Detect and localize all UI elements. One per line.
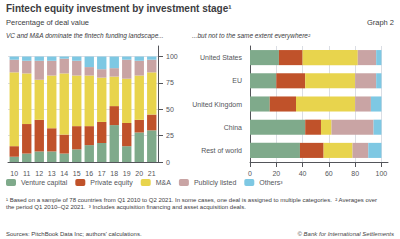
svg-text:18: 18 — [110, 170, 118, 177]
svg-text:12: 12 — [35, 170, 43, 177]
svg-text:0: 0 — [248, 170, 252, 177]
svg-text:Others³: Others³ — [259, 179, 283, 186]
svg-text:100: 100 — [376, 170, 388, 177]
svg-text:20: 20 — [272, 170, 280, 177]
svg-text:75: 75 — [166, 79, 174, 86]
svg-text:Percentage of deal value: Percentage of deal value — [6, 18, 89, 27]
svg-text:10: 10 — [10, 170, 18, 177]
svg-text:¹ Based on a sample of 78 coun: ¹ Based on a sample of 78 countries from… — [6, 197, 377, 203]
svg-text:25: 25 — [166, 132, 174, 139]
svg-text:© Bank for International Settl: © Bank for International Settlements — [298, 231, 394, 237]
svg-text:100: 100 — [166, 53, 178, 60]
svg-text:20: 20 — [135, 170, 143, 177]
svg-text:VC and M&A dominate the fintec: VC and M&A dominate the fintech funding … — [6, 32, 164, 40]
svg-text:Graph 2: Graph 2 — [367, 18, 394, 27]
svg-text:80: 80 — [351, 170, 359, 177]
svg-text:40: 40 — [299, 170, 307, 177]
svg-text:11: 11 — [23, 170, 30, 177]
svg-text:50: 50 — [166, 106, 174, 113]
svg-text:19: 19 — [123, 170, 131, 177]
svg-text:60: 60 — [325, 170, 333, 177]
svg-text:Private equity: Private equity — [90, 179, 133, 187]
svg-text:United Kingdom: United Kingdom — [192, 101, 242, 109]
svg-text:Sources: PitchBook Data Inc; a: Sources: PitchBook Data Inc; authors' ca… — [6, 231, 142, 237]
svg-text:15: 15 — [73, 170, 81, 177]
svg-text:the period Q1 2010–Q2 2021. ³: the period Q1 2010–Q2 2021. ³ Includes a… — [6, 204, 246, 210]
svg-text:0: 0 — [166, 159, 170, 166]
svg-text:21: 21 — [148, 170, 156, 177]
svg-text:14: 14 — [60, 170, 68, 177]
svg-text:...but not to the same extent: ...but not to the same extent everywhere… — [192, 32, 311, 40]
svg-text:Rest of world: Rest of world — [201, 147, 242, 154]
svg-text:China: China — [224, 124, 242, 131]
svg-text:16: 16 — [85, 170, 93, 177]
svg-text:13: 13 — [48, 170, 56, 177]
svg-text:17: 17 — [98, 170, 106, 177]
svg-text:Fintech equity investment by i: Fintech equity investment by investment … — [6, 3, 232, 14]
svg-text:EU: EU — [232, 77, 242, 84]
svg-text:M&A: M&A — [156, 179, 172, 186]
svg-text:Publicly listed: Publicly listed — [194, 179, 237, 187]
svg-text:Venture capital: Venture capital — [21, 179, 68, 187]
svg-text:United States: United States — [200, 54, 243, 61]
